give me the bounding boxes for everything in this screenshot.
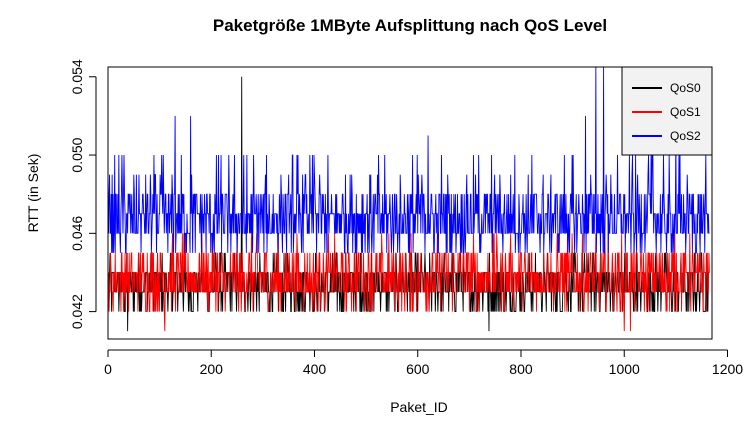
x-tick-label: 400 <box>303 361 327 377</box>
y-axis: 0.042 0.046 0.050 0.054 <box>69 59 97 329</box>
legend-label-qos2: QoS2 <box>670 129 701 143</box>
x-tick-label: 1000 <box>609 361 640 377</box>
legend: QoS0 QoS1 QoS2 <box>621 66 713 156</box>
y-tick-label: 0.050 <box>69 137 85 172</box>
legend-label-qos1: QoS1 <box>670 105 701 119</box>
x-tick-label: 200 <box>200 361 224 377</box>
x-tick-label: 800 <box>509 361 533 377</box>
x-tick-label: 1200 <box>712 361 743 377</box>
y-tick-label: 0.046 <box>69 216 85 251</box>
x-axis: 0 200 400 600 800 1000 1200 <box>104 349 743 377</box>
y-tick-label: 0.042 <box>69 294 85 329</box>
plot-series-group <box>108 67 710 332</box>
y-axis-label: RTT (in Sek) <box>25 154 41 233</box>
x-tick-label: 600 <box>406 361 430 377</box>
series-line-qos1 <box>108 233 710 332</box>
legend-label-qos0: QoS0 <box>670 81 701 95</box>
chart-title: Paketgröße 1MByte Aufsplittung nach QoS … <box>213 16 607 35</box>
series-line-qos2 <box>108 67 710 254</box>
x-tick-label: 0 <box>104 361 112 377</box>
x-axis-label: Paket_ID <box>390 399 448 415</box>
y-tick-label: 0.054 <box>69 59 85 94</box>
plot-frame <box>107 66 713 340</box>
